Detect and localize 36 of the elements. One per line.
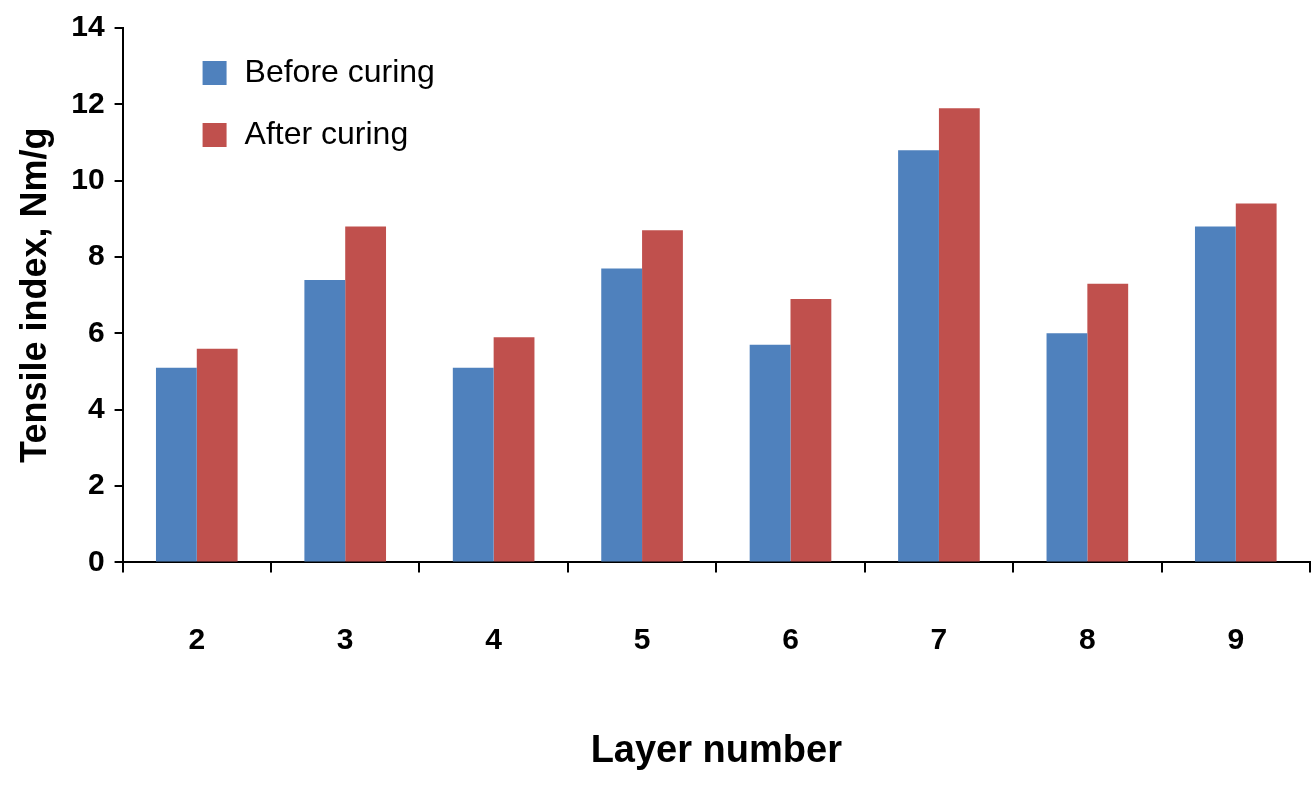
- y-tick-label: 6: [87, 314, 105, 348]
- bar: [493, 337, 535, 562]
- y-tick-label: 10: [71, 161, 105, 195]
- x-tick-label: 7: [930, 621, 948, 655]
- bar: [1087, 283, 1129, 562]
- bar: [1194, 226, 1236, 562]
- x-tick-label: 5: [633, 621, 651, 655]
- x-tick-label: 8: [1079, 621, 1096, 655]
- y-axis-title: Tensile index, Nm/g: [12, 127, 54, 463]
- bar: [642, 230, 683, 562]
- bar: [1046, 333, 1088, 562]
- legend-label: Before curing: [244, 52, 435, 89]
- bar: [196, 348, 238, 562]
- y-tick-label: 12: [71, 85, 105, 119]
- x-tick-label: 6: [782, 621, 799, 655]
- x-axis-title: Layer number: [590, 727, 843, 770]
- bar: [601, 268, 643, 562]
- y-tick-label: 14: [71, 9, 105, 43]
- x-tick-label: 3: [336, 621, 354, 655]
- bar: [452, 367, 494, 562]
- x-tick-label: 4: [485, 621, 503, 655]
- legend-label: After curing: [244, 114, 409, 151]
- y-tick-label: 0: [87, 543, 105, 577]
- bar: [898, 150, 939, 562]
- y-tick-label: 4: [87, 390, 105, 424]
- x-tick-label: 9: [1227, 621, 1245, 655]
- bar: [304, 279, 346, 562]
- bar: [155, 367, 197, 562]
- bar: [345, 226, 387, 562]
- bar: [1235, 203, 1277, 562]
- y-tick-label: 8: [87, 238, 105, 272]
- y-tick-label: 2: [87, 467, 105, 501]
- bar: [790, 299, 832, 562]
- bar: [749, 344, 791, 562]
- x-tick-label: 2: [188, 621, 206, 655]
- bar: [938, 108, 980, 562]
